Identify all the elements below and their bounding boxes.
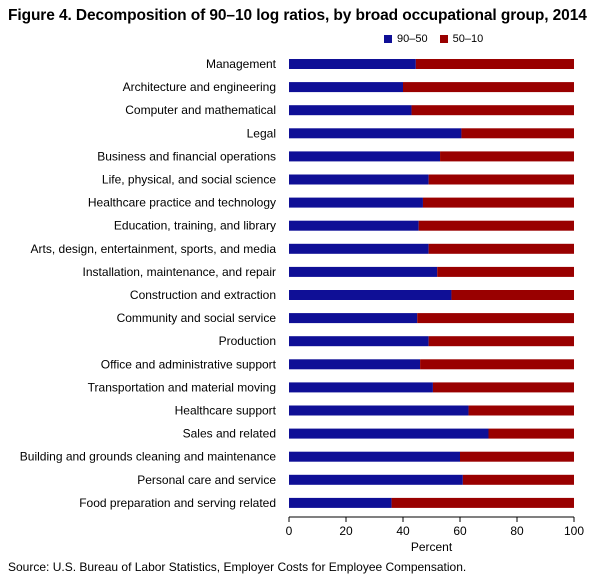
bar-segment-series-1 [289, 382, 433, 393]
bar-segment-series-1 [289, 313, 418, 324]
category-label: Office and administrative support [101, 357, 277, 371]
x-tick-label: 40 [396, 524, 410, 538]
category-label: Arts, design, entertainment, sports, and… [31, 242, 277, 256]
bar-segment-series-1 [289, 197, 423, 208]
bar-segment-series-1 [289, 428, 489, 439]
bar-segment-series-1 [289, 451, 460, 462]
category-label: Business and financial operations [97, 149, 276, 163]
category-label: Transportation and material moving [88, 380, 276, 394]
category-label: Life, physical, and social science [102, 173, 276, 187]
x-axis-title: Percent [411, 540, 453, 554]
bar-segment-series-2 [418, 220, 574, 231]
category-label: Healthcare support [175, 404, 277, 418]
bar-segment-series-2 [460, 451, 574, 462]
x-tick-label: 0 [286, 524, 293, 538]
bar-segment-series-2 [451, 290, 574, 300]
category-label: Management [206, 57, 277, 71]
bar-segment-series-2 [468, 405, 574, 416]
category-label: Food preparation and serving related [79, 496, 276, 510]
category-label: Computer and mathematical [125, 103, 276, 117]
bar-segment-series-2 [488, 428, 574, 439]
bar-segment-series-2 [428, 243, 574, 254]
category-label: Sales and related [183, 427, 276, 441]
bar-segment-series-1 [289, 82, 403, 93]
x-tick-label: 80 [510, 524, 524, 538]
bar-segment-series-1 [289, 405, 469, 416]
bar-segment-series-1 [289, 474, 463, 485]
category-label: Installation, maintenance, and repair [83, 265, 276, 279]
legend-label-90-50: 90–50 [397, 33, 428, 45]
category-label: Community and social service [117, 311, 277, 325]
bar-segment-series-2 [391, 497, 574, 508]
bar-segment-series-2 [415, 59, 574, 69]
x-tick-label: 60 [453, 524, 467, 538]
bar-segment-series-1 [289, 151, 441, 162]
legend-swatch-50-10 [439, 35, 448, 43]
bar-segment-series-1 [289, 497, 392, 508]
category-label: Personal care and service [137, 473, 276, 487]
category-label: Healthcare practice and technology [88, 196, 276, 210]
bar-segment-series-2 [411, 105, 574, 116]
bar-segment-series-2 [420, 359, 574, 370]
bar-segment-series-1 [289, 59, 416, 69]
category-label: Construction and extraction [130, 288, 276, 302]
bar-segment-series-2 [417, 313, 574, 324]
bar-segment-series-1 [289, 336, 429, 347]
bar-segment-series-2 [461, 128, 574, 139]
bar-segment-series-2 [422, 197, 574, 208]
bar-segment-series-1 [289, 220, 419, 231]
legend-item-50-10: 50–10 [439, 33, 484, 45]
bar-segment-series-2 [428, 336, 574, 347]
category-label: Legal [247, 126, 276, 140]
legend-label-50-10: 50–10 [452, 33, 484, 45]
legend-item-90-50: 90–50 [384, 33, 428, 45]
bar-segment-series-1 [289, 243, 429, 254]
category-label: Production [219, 334, 276, 348]
bar-segment-series-1 [289, 290, 452, 300]
source-note: Source: U.S. Bureau of Labor Statistics,… [8, 560, 467, 574]
category-label: Architecture and engineering [123, 80, 276, 94]
bar-segment-series-2 [462, 474, 574, 485]
x-tick-label: 20 [339, 524, 353, 538]
bar-segment-series-1 [289, 174, 429, 185]
legend: 90–50 50–10 [384, 31, 495, 47]
chart-title: Figure 4. Decomposition of 90–10 log rat… [8, 7, 587, 24]
x-tick-label: 100 [564, 524, 584, 538]
bar-segment-series-1 [289, 128, 462, 139]
bar-segment-series-2 [437, 266, 574, 277]
bar-segment-series-2 [440, 151, 574, 162]
legend-swatch-90-50 [384, 35, 392, 43]
category-label: Education, training, and library [114, 219, 276, 233]
category-label: Building and grounds cleaning and mainte… [20, 450, 277, 464]
bar-segment-series-1 [289, 266, 438, 277]
bar-segment-series-1 [289, 105, 412, 116]
bar-segment-series-2 [403, 82, 574, 93]
bar-segment-series-2 [428, 174, 574, 185]
bar-chart: Management Architecture and engineering Co… [20, 57, 585, 554]
bar-segment-series-2 [432, 382, 574, 393]
bar-segment-series-1 [289, 359, 421, 370]
